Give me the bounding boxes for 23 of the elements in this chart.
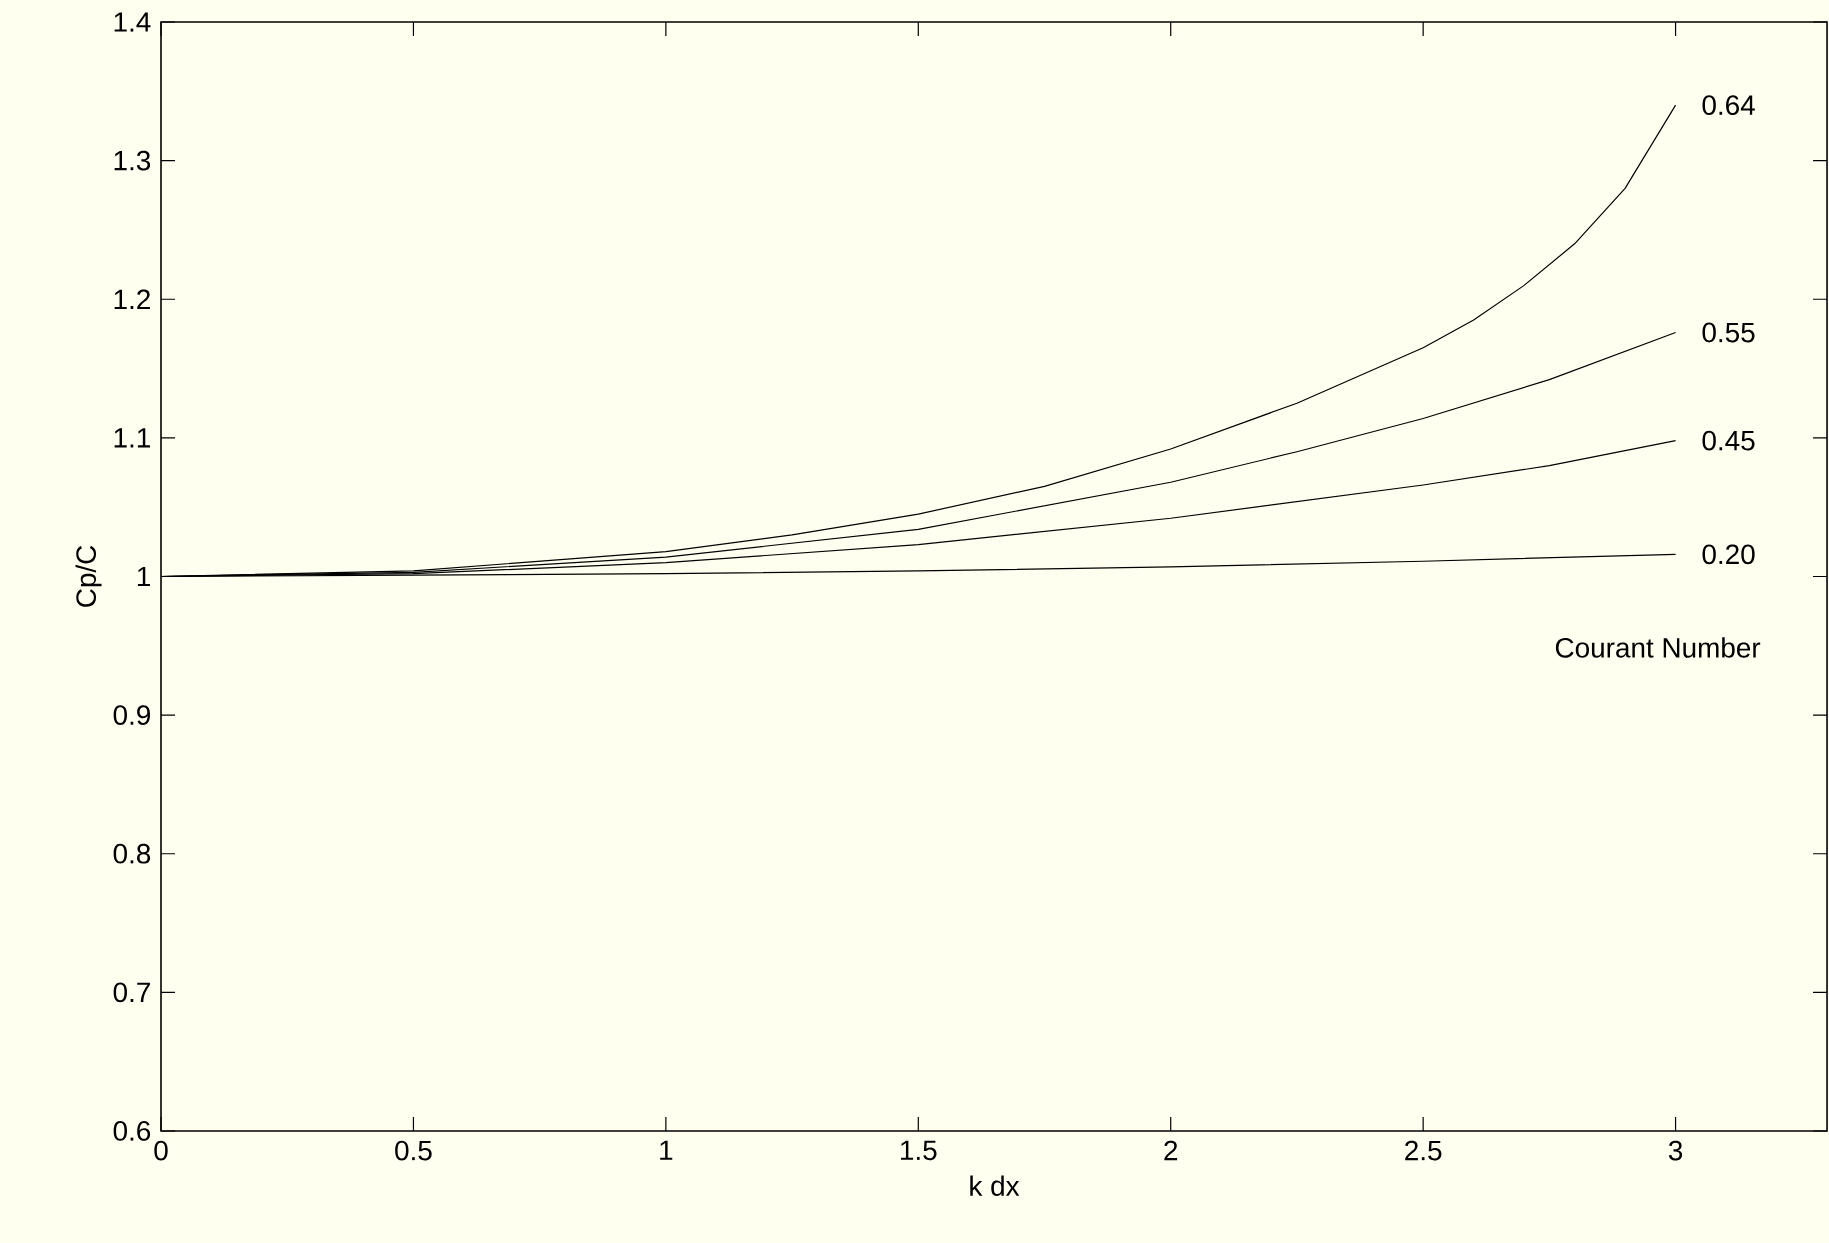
x-tick-label: 1	[660, 1140, 673, 1160]
y-tick-label: 1.4	[114, 12, 151, 32]
series-label: 0.20	[1702, 544, 1755, 565]
x-axis-title: k dx	[970, 1175, 1020, 1196]
y-tick-label: 0.9	[113, 705, 150, 725]
y-tick-label: 1.2	[114, 289, 150, 309]
y-tick-label: 1.1	[114, 428, 150, 448]
y-tick-label: 1.3	[114, 150, 151, 171]
legend-label: 0.45	[1702, 430, 1755, 451]
x-tick-label: 3	[1668, 1140, 1683, 1161]
series-label: 0.55	[1702, 322, 1755, 343]
y-tick-label: 1	[137, 566, 150, 587]
annotation: Courant Number	[1555, 637, 1761, 658]
x-tick-label: 2.5	[1405, 1140, 1442, 1161]
x-tick-label: 0	[154, 1140, 168, 1161]
y-tick-label: 0.7	[113, 982, 150, 1003]
y-axis-title: Cp/C	[75, 545, 102, 607]
y-tick-label: 0.8	[113, 843, 151, 864]
y-tick-label: 0.6	[113, 1121, 151, 1141]
x-tick-label: 0.5	[395, 1140, 432, 1161]
x-tick-label: 1.5	[901, 1140, 937, 1161]
x-tick-label: 2	[1164, 1140, 1178, 1161]
series-label: 0.64	[1702, 95, 1755, 116]
